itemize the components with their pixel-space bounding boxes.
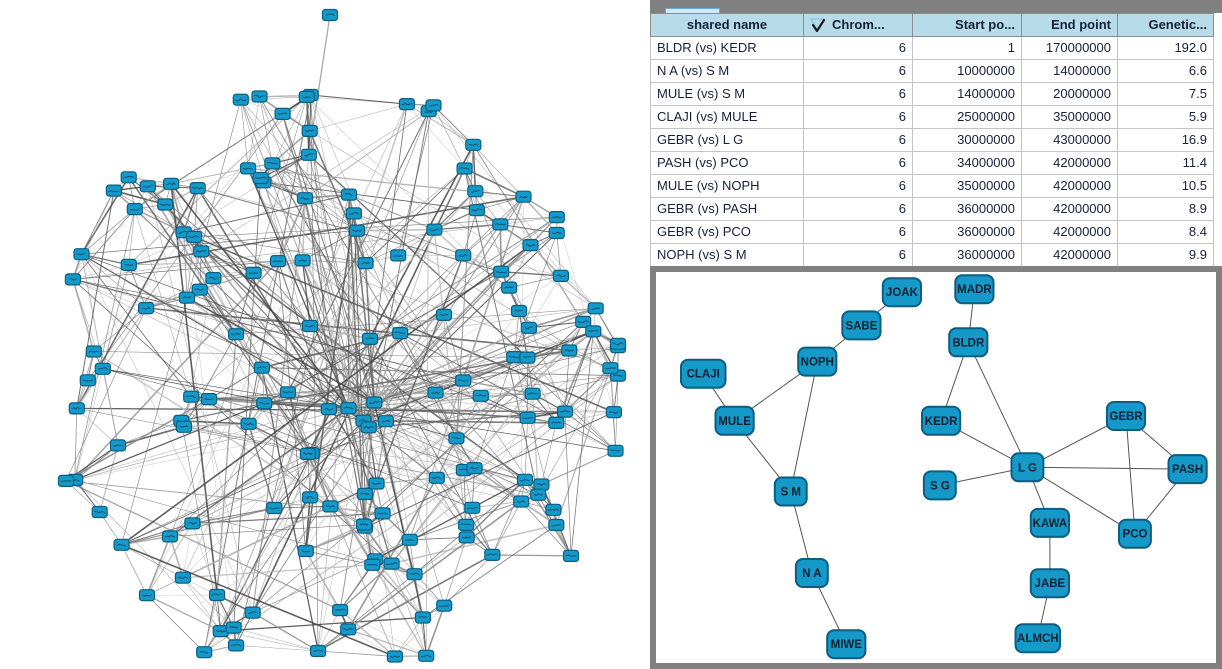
svg-text:CLAJI: CLAJI	[687, 369, 720, 381]
svg-text:KAWA: KAWA	[1033, 518, 1068, 530]
svg-text:SABE: SABE	[845, 320, 877, 332]
svg-text:N A: N A	[802, 568, 821, 580]
svg-text:KEDR: KEDR	[925, 416, 958, 428]
svg-text:JOAK: JOAK	[886, 287, 919, 299]
svg-text:S G: S G	[930, 480, 950, 492]
svg-text:MULE: MULE	[718, 416, 751, 428]
svg-text:PASH: PASH	[1172, 464, 1203, 476]
svg-text:PCO: PCO	[1123, 529, 1148, 541]
svg-text:S M: S M	[780, 487, 800, 499]
svg-text:ALMCH: ALMCH	[1017, 633, 1059, 645]
svg-text:GEBR: GEBR	[1109, 411, 1143, 423]
svg-text:L G: L G	[1018, 462, 1037, 474]
svg-text:BLDR: BLDR	[952, 337, 985, 349]
svg-text:MIWE: MIWE	[831, 639, 863, 651]
svg-text:NOPH: NOPH	[801, 357, 834, 369]
svg-text:JABE: JABE	[1035, 578, 1066, 590]
svg-text:MADR: MADR	[957, 284, 992, 296]
